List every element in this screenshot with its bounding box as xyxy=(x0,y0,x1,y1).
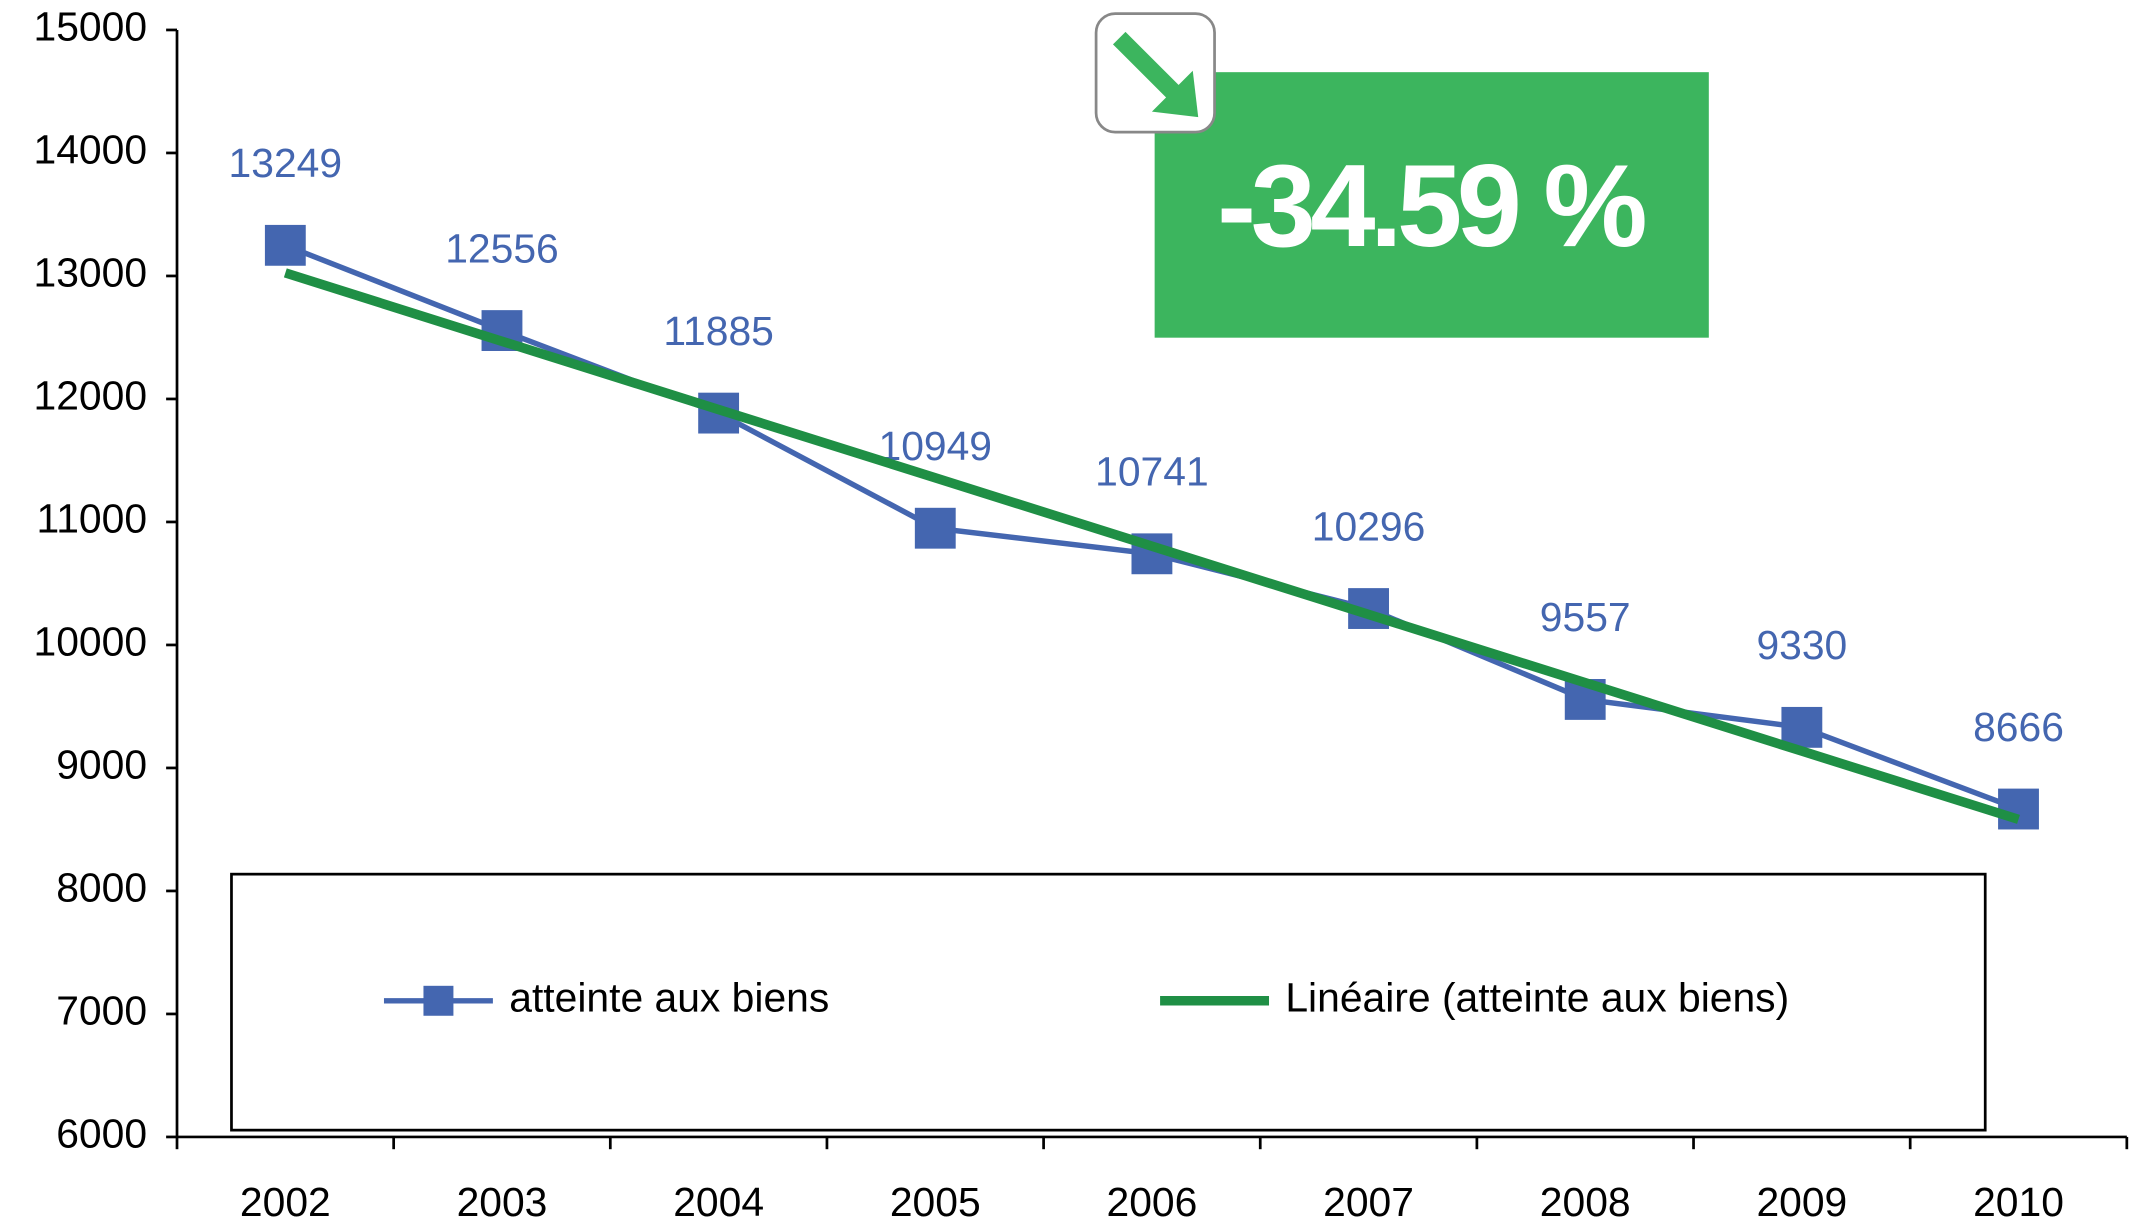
x-tick-label: 2004 xyxy=(673,1179,764,1225)
marker xyxy=(1781,706,1823,748)
trend-line xyxy=(283,268,2020,824)
legend-box xyxy=(230,872,1987,1132)
data-line xyxy=(284,242,2020,812)
x-tick-label: 2006 xyxy=(1107,1179,1198,1225)
y-tick-label: 14000 xyxy=(34,127,148,173)
legend-marker xyxy=(423,985,454,1016)
data-label: 9557 xyxy=(1540,594,1631,640)
marker xyxy=(264,224,306,266)
legend-label: atteinte aux biens xyxy=(509,975,829,1021)
y-tick-label: 8000 xyxy=(56,865,147,911)
y-tick-label: 15000 xyxy=(34,4,148,50)
annotation-box xyxy=(1154,72,1709,338)
y-tick-label: 6000 xyxy=(56,1111,147,1157)
y-tick-label: 12000 xyxy=(34,373,148,419)
data-label: 11885 xyxy=(663,308,774,354)
x-tick-label: 2010 xyxy=(1973,1179,2064,1225)
y-tick-label: 7000 xyxy=(56,988,147,1034)
x-tick-label: 2009 xyxy=(1756,1179,1847,1225)
annotation: -34.59 % xyxy=(1217,140,1645,271)
x-tick-label: 2007 xyxy=(1323,1179,1414,1225)
x-tick-label: 2002 xyxy=(240,1179,331,1225)
x-tick-label: 2003 xyxy=(457,1179,548,1225)
data-label: 12556 xyxy=(445,225,559,271)
x-tick-label: 2005 xyxy=(890,1179,981,1225)
data-label: 10296 xyxy=(1312,503,1426,549)
data-label: 10741 xyxy=(1095,449,1209,495)
trend-arrow xyxy=(1112,31,1199,118)
y-tick-label: 11000 xyxy=(37,496,148,542)
data-label: 9330 xyxy=(1756,622,1847,668)
data-label: 13249 xyxy=(229,140,343,186)
marker xyxy=(1998,788,2039,830)
legend-label: Linéaire (atteinte aux biens) xyxy=(1285,975,1789,1021)
marker xyxy=(914,507,956,549)
y-tick-label: 9000 xyxy=(56,742,147,788)
y-tick-label: 13000 xyxy=(34,250,148,296)
data-label: 8666 xyxy=(1973,704,2064,750)
y-tick-label: 10000 xyxy=(34,619,148,665)
x-tick-label: 2008 xyxy=(1540,1179,1631,1225)
